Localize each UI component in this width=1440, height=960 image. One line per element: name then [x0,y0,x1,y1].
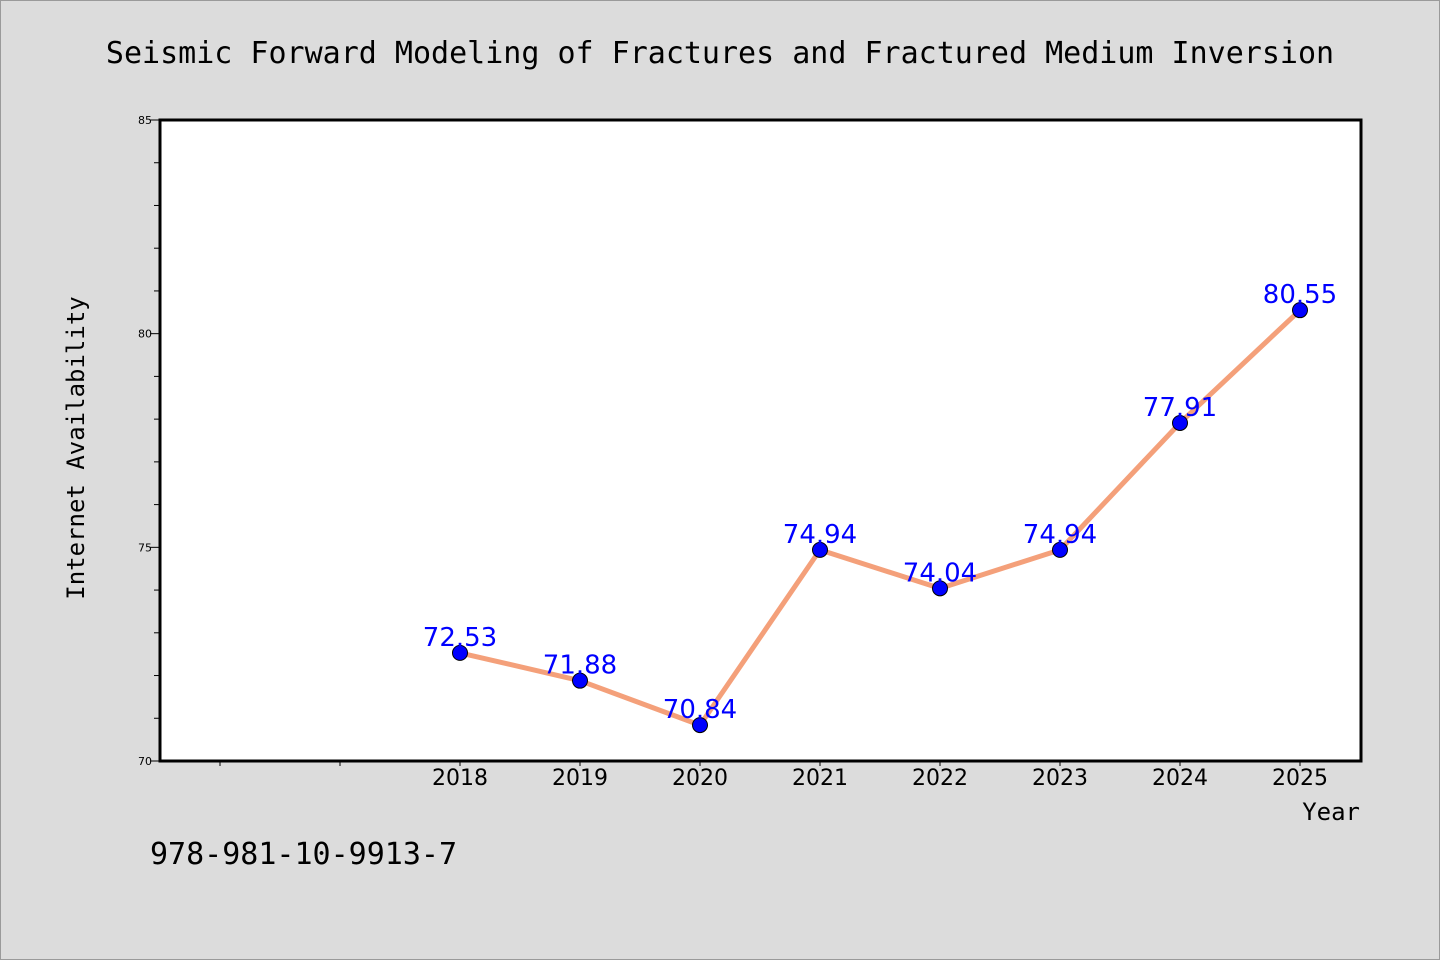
y-tick-label: 80 [138,328,152,341]
x-tick-label: 2025 [1272,766,1328,791]
x-tick-label: 2019 [552,766,608,791]
x-tick-label: 2024 [1152,766,1208,791]
x-tick-label: 2020 [672,766,728,791]
series-line [457,307,1303,728]
plot-area [158,118,1363,763]
data-label: 74.04 [903,558,977,588]
data-label: 70.84 [663,695,737,725]
data-point-marker [1052,541,1068,558]
y-tick-label: 85 [138,114,152,127]
series-layer [452,302,1308,734]
data-label: 72.53 [423,623,497,653]
chart-title: Seismic Forward Modeling of Fractures an… [106,36,1334,71]
y-tick-label: 75 [138,541,152,554]
x-tick-label: 2018 [432,766,488,791]
y-axis: 70 75 80 85 [138,114,160,768]
data-label: 74.94 [783,520,857,550]
data-label: 80.55 [1263,280,1337,310]
y-axis-label: Internet Availability [62,296,90,599]
x-axis: 2018 2019 2020 2021 2022 2023 2024 2025 [219,761,1328,791]
x-tick-label: 2021 [792,766,848,791]
x-tick-label: 2023 [1032,766,1088,791]
y-tick-label: 70 [138,755,152,768]
data-point-marker [452,644,468,661]
data-point-marker [692,717,708,734]
data-label: 74.94 [1023,520,1097,550]
data-label-layer: 72.53 71.88 70.84 74.94 74.04 74.94 77.91 80.55 [423,280,1337,725]
x-tick-label: 2022 [912,766,968,791]
data-point-marker [572,672,588,689]
data-point-marker [1172,414,1188,431]
data-label: 71.88 [543,651,617,681]
x-axis-label: Year [1302,798,1360,826]
isbn-footer-text: 978-981-10-9913-7 [150,837,457,872]
data-point-marker [1292,302,1308,319]
data-point-marker [932,580,948,597]
data-point-marker [812,541,828,558]
data-label: 77.91 [1143,393,1217,423]
